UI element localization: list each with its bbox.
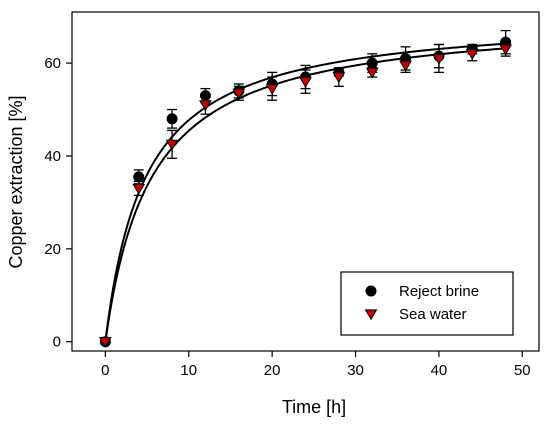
reject-brine-point [166, 113, 178, 125]
legend-label: Sea water [399, 306, 467, 323]
y-axis-title: Copper extraction [%] [6, 95, 26, 268]
sea-water-point [365, 67, 379, 79]
y-tick-label: 20 [44, 241, 61, 258]
x-tick-label: 0 [101, 362, 109, 379]
y-tick-label: 40 [44, 148, 61, 165]
x-tick-label: 20 [264, 362, 281, 379]
sea-water-point [299, 77, 312, 88]
sea-water-point [98, 337, 112, 348]
sea-water-point [432, 53, 446, 65]
sea-water-point [165, 139, 179, 151]
sea-water-point [499, 44, 513, 56]
plot-area [66, 11, 540, 357]
sea-water-point [265, 83, 279, 95]
x-tick-label: 40 [431, 362, 448, 379]
reject-brine-point [366, 57, 378, 69]
legend-box [340, 271, 514, 336]
reject-brine-point [133, 171, 145, 183]
legend: Reject brine Sea water [340, 271, 514, 336]
tick-labels: 0 10 20 30 40 50 0 20 40 60 [44, 55, 530, 379]
plot-frame [71, 11, 540, 352]
y-tick-label: 0 [53, 334, 61, 351]
sea-water-point [199, 100, 212, 112]
reject-brine-point [199, 90, 211, 102]
sea-water-point [132, 183, 146, 195]
sea-water-point [399, 60, 412, 72]
legend-circle-marker [365, 285, 377, 297]
x-tick-label: 30 [347, 362, 364, 379]
error-bars [133, 29, 511, 197]
sea-water-point [232, 88, 246, 100]
x-tick-label: 10 [180, 362, 197, 379]
legend-label: Reject brine [399, 283, 479, 300]
axis-ticks [66, 62, 523, 357]
data-markers [98, 36, 513, 348]
sea-water-point [465, 49, 479, 61]
sea-water-point [332, 72, 346, 84]
legend-triangle-marker [364, 309, 378, 321]
y-tick-label: 60 [44, 55, 61, 72]
x-tick-label: 50 [514, 362, 531, 379]
x-axis-title: Time [h] [282, 397, 346, 417]
